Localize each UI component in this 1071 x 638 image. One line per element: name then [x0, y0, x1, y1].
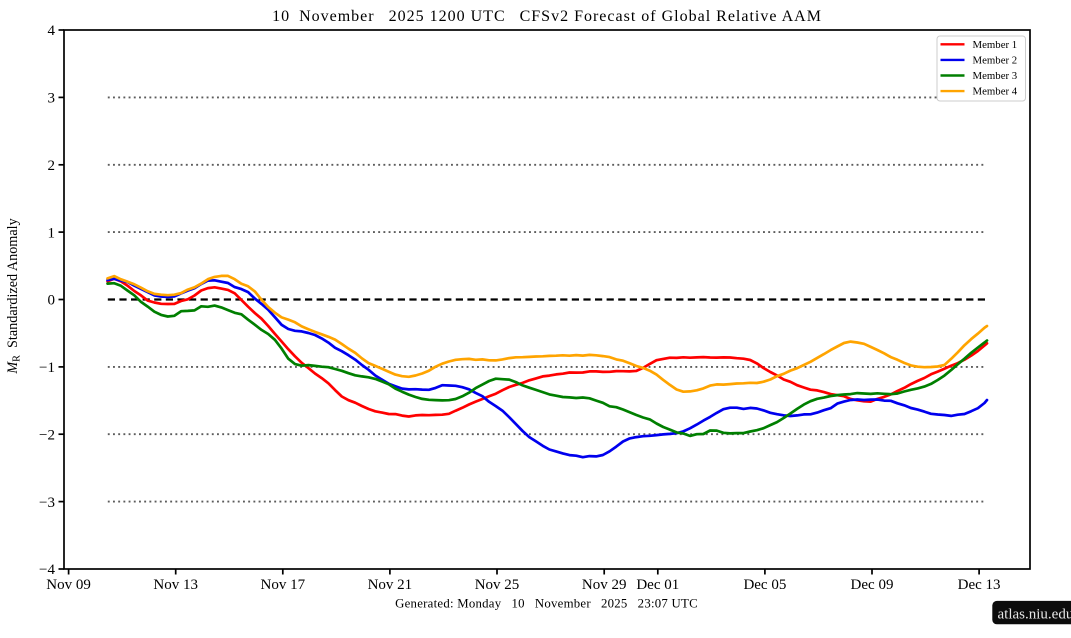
svg-text:Nov 25: Nov 25: [475, 577, 520, 593]
svg-text:Member 2: Member 2: [973, 55, 1018, 67]
svg-text:Generated: Monday 10 Novembe: Generated: Monday 10 November 2025 23:07…: [395, 597, 698, 611]
svg-text:Dec 05: Dec 05: [743, 577, 786, 593]
svg-text:−3: −3: [39, 495, 55, 511]
svg-text:0: 0: [48, 293, 56, 309]
svg-text:Nov 09: Nov 09: [46, 577, 91, 593]
svg-text:Dec 09: Dec 09: [851, 577, 894, 593]
svg-text:atlas.niu.edu: atlas.niu.edu: [998, 606, 1071, 622]
svg-text:10 November 2025 1200 UTC CF: 10 November 2025 1200 UTC CFSv2 Forecast…: [272, 8, 822, 25]
svg-text:Dec 13: Dec 13: [958, 577, 1001, 593]
svg-text:Member 1: Member 1: [973, 39, 1018, 51]
svg-text:−4: −4: [39, 562, 55, 578]
svg-text:Nov 17: Nov 17: [261, 577, 306, 593]
svg-text:2: 2: [48, 158, 56, 174]
svg-text:Nov 21: Nov 21: [368, 577, 413, 593]
svg-text:−1: −1: [39, 360, 55, 376]
svg-text:Dec 01: Dec 01: [636, 577, 679, 593]
svg-text:Nov 29: Nov 29: [582, 577, 627, 593]
svg-text:MR Standardized Anomaly: MR Standardized Anomaly: [5, 217, 23, 374]
svg-text:Nov 13: Nov 13: [153, 577, 198, 593]
svg-text:3: 3: [48, 91, 56, 107]
svg-text:Member 4: Member 4: [973, 86, 1018, 98]
svg-text:4: 4: [48, 23, 56, 39]
svg-text:−2: −2: [39, 427, 55, 443]
svg-text:Member 3: Member 3: [973, 70, 1018, 82]
svg-text:1: 1: [48, 225, 56, 241]
